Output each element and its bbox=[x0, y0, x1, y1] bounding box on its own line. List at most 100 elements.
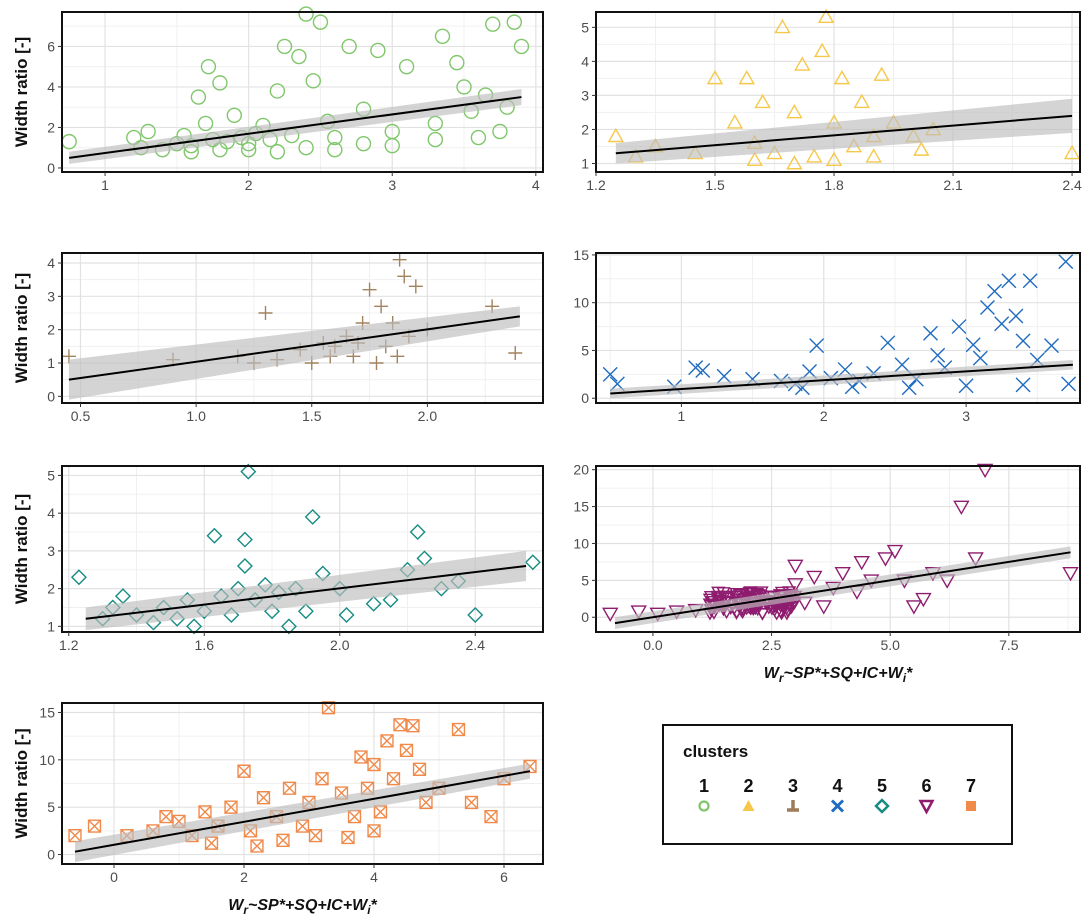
data-point bbox=[327, 142, 343, 158]
y-tick-label: 2 bbox=[581, 121, 589, 137]
panel-frame bbox=[61, 252, 544, 404]
data-point bbox=[434, 28, 451, 45]
confidence-band bbox=[85, 550, 527, 631]
data-point bbox=[1015, 377, 1031, 393]
data-point bbox=[373, 805, 388, 819]
panel-frame bbox=[595, 252, 1081, 404]
data-point bbox=[198, 805, 212, 819]
x-tick-label: 4 bbox=[532, 177, 540, 193]
panel-frame bbox=[595, 465, 1081, 633]
y-tick-label: 15 bbox=[573, 499, 589, 515]
data-point bbox=[464, 795, 479, 810]
data-point bbox=[427, 115, 444, 132]
data-point bbox=[305, 73, 321, 89]
fit-line bbox=[85, 564, 527, 620]
data-point bbox=[695, 363, 711, 379]
data-point bbox=[873, 66, 890, 81]
data-point bbox=[390, 349, 405, 364]
fit-line bbox=[69, 96, 522, 159]
data-point bbox=[880, 335, 896, 351]
data-point bbox=[236, 531, 253, 548]
legend-circle-icon bbox=[698, 800, 710, 812]
data-point bbox=[212, 75, 228, 91]
data-point bbox=[834, 567, 851, 582]
y-tick-label: 3 bbox=[47, 543, 55, 559]
data-point bbox=[159, 809, 173, 824]
x-tick-label: 2 bbox=[240, 869, 248, 885]
x-tick-label: 4 bbox=[370, 869, 378, 885]
x-tick-label: 0.5 bbox=[71, 408, 91, 424]
legend-diamond-icon bbox=[874, 798, 890, 814]
data-point bbox=[398, 58, 415, 75]
data-point bbox=[367, 757, 381, 772]
data-point bbox=[951, 319, 967, 335]
y-tick-label: 15 bbox=[573, 247, 589, 263]
data-point bbox=[774, 607, 789, 621]
x-tick-label: 1.2 bbox=[59, 637, 79, 653]
data-point bbox=[967, 552, 984, 567]
legend-label: 5 bbox=[877, 776, 887, 796]
data-point bbox=[492, 123, 508, 140]
x-tick-label: 0.0 bbox=[643, 637, 663, 653]
data-point bbox=[393, 718, 407, 732]
data-point bbox=[298, 6, 314, 22]
data-point bbox=[755, 608, 770, 621]
fit-line bbox=[68, 315, 521, 381]
x-tick-label: 2.4 bbox=[466, 637, 486, 653]
legend-box bbox=[662, 724, 1013, 845]
data-point bbox=[298, 139, 314, 156]
data-point bbox=[304, 508, 321, 525]
data-point bbox=[513, 38, 530, 55]
data-point bbox=[1044, 338, 1060, 354]
data-point bbox=[449, 54, 465, 71]
data-point bbox=[1022, 273, 1038, 289]
legend-label: 7 bbox=[966, 776, 976, 796]
panel-p1: 1 2 3 4 0 2 4 6 Width ratio [-] bbox=[12, 6, 544, 193]
data-point bbox=[1061, 376, 1077, 392]
data-point bbox=[200, 58, 217, 75]
fit-line bbox=[610, 363, 1073, 395]
data-point bbox=[965, 337, 981, 353]
data-point bbox=[506, 14, 522, 30]
y-tick-label: 5 bbox=[47, 467, 55, 483]
y-axis-label: Width ratio [-] bbox=[12, 273, 31, 383]
data-point bbox=[291, 48, 307, 65]
data-point bbox=[994, 316, 1010, 332]
y-tick-label: 2 bbox=[47, 322, 55, 338]
fit-line bbox=[614, 551, 1071, 625]
data-point bbox=[269, 83, 286, 99]
data-point bbox=[327, 129, 343, 146]
data-point bbox=[825, 151, 843, 167]
data-point bbox=[630, 605, 647, 620]
data-point bbox=[1062, 567, 1079, 582]
data-point bbox=[399, 743, 414, 758]
data-point bbox=[276, 38, 293, 55]
data-point bbox=[602, 607, 619, 622]
data-point bbox=[979, 299, 995, 315]
data-point bbox=[362, 282, 377, 297]
y-tick-label: 5 bbox=[581, 342, 589, 358]
data-point bbox=[61, 133, 77, 150]
data-point bbox=[295, 819, 310, 833]
x-tick-label: 2 bbox=[245, 177, 253, 193]
y-tick-label: 4 bbox=[47, 505, 55, 521]
x-tick-label: 3 bbox=[388, 177, 396, 193]
y-tick-label: 2 bbox=[47, 119, 55, 135]
data-point bbox=[204, 836, 219, 850]
data-point bbox=[706, 69, 724, 85]
data-point bbox=[786, 104, 803, 119]
data-point bbox=[408, 279, 423, 294]
data-point bbox=[412, 762, 427, 776]
data-point bbox=[297, 603, 314, 620]
y-tick-label: 0 bbox=[47, 160, 55, 176]
x-tick-label: 6 bbox=[500, 869, 508, 885]
panel-frame bbox=[61, 702, 544, 865]
data-point bbox=[256, 791, 271, 805]
data-point bbox=[508, 346, 523, 360]
y-tick-label: 10 bbox=[39, 752, 55, 768]
data-point bbox=[853, 93, 871, 109]
y-tick-label: 10 bbox=[573, 295, 589, 311]
x-tick-label: 2.0 bbox=[418, 408, 438, 424]
data-point bbox=[607, 127, 625, 143]
